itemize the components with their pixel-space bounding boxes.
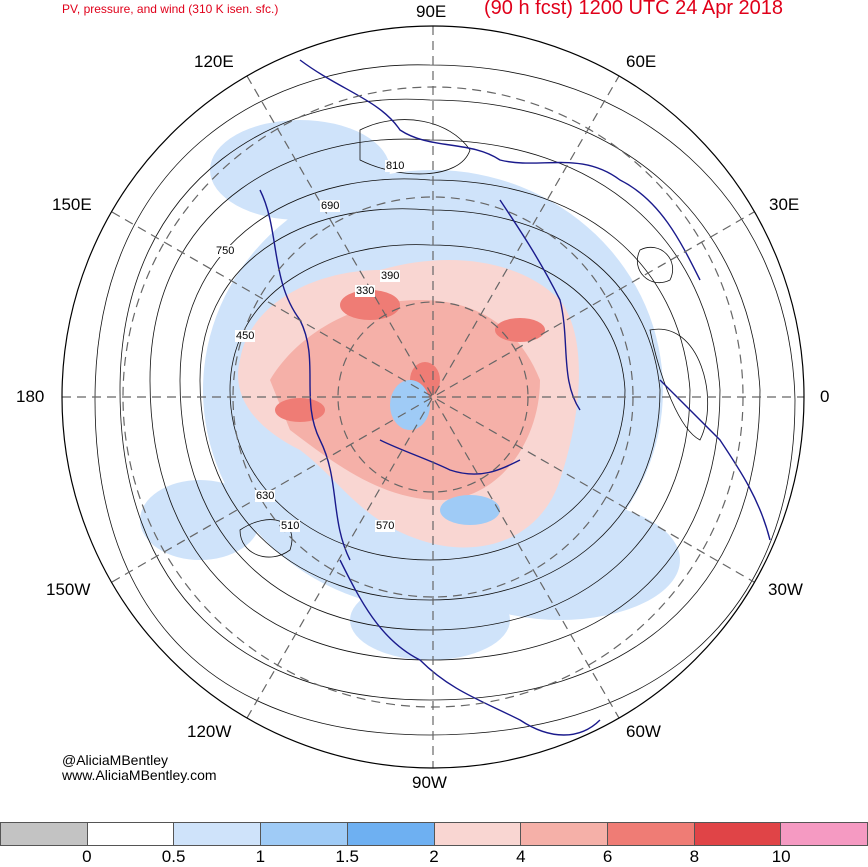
- lon-label-90w: 90W: [412, 773, 447, 792]
- colorbar-swatch: [520, 822, 608, 846]
- colorbar-tick-label: 1: [255, 847, 266, 866]
- colorbar-swatch: [260, 822, 348, 846]
- lon-label-30w: 30W: [768, 580, 803, 599]
- forecast-time: (90 h fcst) 1200 UTC 24 Apr 2018: [484, 0, 784, 19]
- colorbar-swatch: [693, 822, 782, 846]
- credit-website: www.AliciaMBentley.com: [62, 767, 217, 783]
- lon-label-60w: 60W: [626, 722, 661, 741]
- contour-label: 570: [375, 520, 396, 532]
- colorbar-tick-label: 10: [771, 847, 791, 866]
- lon-label-180: 180: [16, 387, 45, 406]
- credit-twitter: @AliciaMBentley: [62, 752, 169, 768]
- colorbar-swatch: [780, 822, 868, 846]
- contour-label: 390: [380, 270, 401, 282]
- colorbar-swatch: [433, 822, 522, 846]
- colorbar-swatch: [0, 822, 88, 846]
- colorbar-swatch: [346, 822, 435, 846]
- contour-label: 510: [280, 520, 301, 532]
- colorbar-swatch: [173, 822, 262, 846]
- lon-label-150w: 150W: [46, 580, 91, 599]
- contour-label: 330: [355, 285, 376, 297]
- contour-label: 630: [255, 490, 276, 502]
- pv-high-shading: [238, 260, 579, 548]
- colorbar-swatch: [86, 822, 175, 846]
- contour-label: 450: [235, 330, 256, 342]
- colorbar-tick-label: 4: [516, 847, 526, 866]
- colorbar-tick-label: 0: [82, 847, 92, 866]
- coastlines: [259, 59, 771, 736]
- graticule: [62, 26, 804, 768]
- lon-label-30e: 30E: [769, 195, 800, 214]
- contour-label: 750: [215, 245, 236, 257]
- colorbar-tick-label: 6: [602, 847, 613, 866]
- lon-label-90e: 90E: [416, 2, 447, 21]
- colorbar-tick-label: 1.5: [335, 847, 360, 866]
- colorbar-swatch: [606, 822, 695, 846]
- map-boundary: [61, 25, 805, 769]
- lon-label-150e: 150E: [52, 195, 92, 214]
- colorbar-tick-label: 8: [689, 847, 700, 866]
- colorbar-tick-label: 2: [429, 847, 439, 866]
- map-title: PV, pressure, and wind (310 K isen. sfc.…: [62, 2, 279, 16]
- contour-label: 690: [320, 200, 341, 212]
- contour-label: 810: [385, 160, 406, 172]
- lon-label-60e: 60E: [626, 52, 657, 71]
- lon-label-120w: 120W: [187, 722, 232, 741]
- colorbar: [0, 822, 868, 846]
- colorbar-tick-label: 0.5: [161, 847, 186, 866]
- lon-label-0: 0: [820, 387, 830, 406]
- lon-label-120e: 120E: [194, 52, 234, 71]
- pressure-contours: [94, 64, 796, 736]
